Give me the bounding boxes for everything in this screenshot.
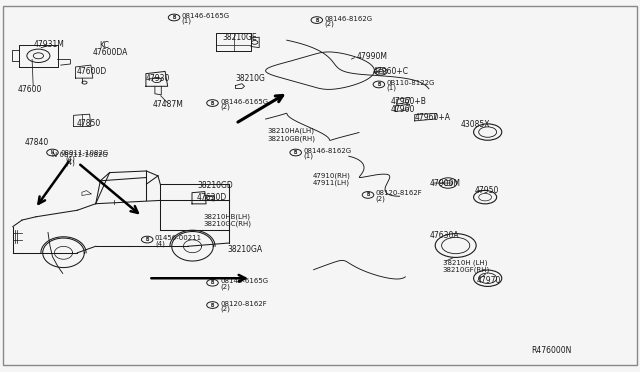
- Text: 08146-8162G: 08146-8162G: [324, 16, 372, 22]
- Text: 47970: 47970: [477, 276, 501, 285]
- Text: 47960: 47960: [390, 105, 415, 114]
- Text: 38210HB(LH): 38210HB(LH): [204, 213, 250, 220]
- Text: 47630D: 47630D: [197, 193, 227, 202]
- Text: 47600: 47600: [18, 85, 42, 94]
- Text: 47990M: 47990M: [357, 52, 388, 61]
- Text: 38210GB(RH): 38210GB(RH): [268, 135, 316, 142]
- Text: 47950: 47950: [475, 186, 499, 195]
- Text: 47900M: 47900M: [430, 179, 461, 187]
- Text: 47910(RH): 47910(RH): [312, 172, 350, 179]
- Text: B: B: [377, 82, 381, 87]
- Text: (1): (1): [303, 153, 314, 160]
- Text: (4): (4): [65, 160, 75, 166]
- Text: 38210GC(RH): 38210GC(RH): [204, 221, 252, 227]
- Text: 08146-6165G: 08146-6165G: [220, 278, 268, 284]
- Text: 43085X: 43085X: [461, 120, 490, 129]
- Text: 08146-6165G: 08146-6165G: [182, 13, 230, 19]
- Text: 47960+B: 47960+B: [390, 97, 426, 106]
- Text: 38210GA: 38210GA: [227, 245, 262, 254]
- Text: (4): (4): [155, 240, 164, 247]
- Text: (2): (2): [376, 195, 385, 202]
- Text: 08911-1082G: 08911-1082G: [61, 150, 109, 155]
- Text: 01456-00211: 01456-00211: [155, 235, 202, 241]
- Text: (1): (1): [387, 85, 397, 92]
- Text: (4): (4): [65, 156, 75, 163]
- Text: B: B: [211, 100, 214, 106]
- Text: B: B: [294, 150, 298, 155]
- Text: KC: KC: [99, 41, 109, 50]
- Text: N 08911-1082G: N 08911-1082G: [52, 153, 108, 158]
- Text: 47911(LH): 47911(LH): [312, 180, 349, 186]
- Text: (2): (2): [324, 20, 334, 27]
- Text: 47600D: 47600D: [77, 67, 107, 76]
- Text: 47960+A: 47960+A: [415, 113, 451, 122]
- Text: 38210GD: 38210GD: [197, 181, 233, 190]
- Text: (1): (1): [182, 18, 192, 25]
- Text: R476000N: R476000N: [531, 346, 572, 355]
- Text: 38210H (LH): 38210H (LH): [443, 259, 488, 266]
- Text: 08120-8162F: 08120-8162F: [376, 190, 422, 196]
- Text: 08146-8162G: 08146-8162G: [303, 148, 351, 154]
- Text: 47840: 47840: [24, 138, 49, 147]
- Text: (2): (2): [220, 283, 230, 290]
- Text: 08120-8162F: 08120-8162F: [220, 301, 267, 307]
- Text: 0B110-8122G: 0B110-8122G: [387, 80, 435, 86]
- Text: B: B: [366, 192, 370, 198]
- Text: 47600DA: 47600DA: [93, 48, 128, 57]
- Text: 47630A: 47630A: [430, 231, 460, 240]
- Text: 38210HA(LH): 38210HA(LH): [268, 128, 314, 134]
- Text: 47931M: 47931M: [33, 40, 64, 49]
- Text: (2): (2): [220, 103, 230, 110]
- Text: N: N: [51, 150, 54, 155]
- Text: 47487M: 47487M: [152, 100, 183, 109]
- Text: 47960+C: 47960+C: [372, 67, 408, 76]
- Text: (2): (2): [220, 305, 230, 312]
- Text: 38210G: 38210G: [236, 74, 266, 83]
- Text: 47850: 47850: [77, 119, 101, 128]
- Text: B: B: [172, 15, 176, 20]
- Text: 08146-6165G: 08146-6165G: [220, 99, 268, 105]
- Text: B: B: [315, 17, 319, 23]
- Text: B: B: [211, 302, 214, 308]
- Text: 47930: 47930: [146, 74, 170, 83]
- Text: 38210GE: 38210GE: [223, 33, 257, 42]
- Text: 38210GF(RH): 38210GF(RH): [443, 266, 490, 273]
- Text: B: B: [211, 280, 214, 285]
- Text: B: B: [145, 237, 149, 242]
